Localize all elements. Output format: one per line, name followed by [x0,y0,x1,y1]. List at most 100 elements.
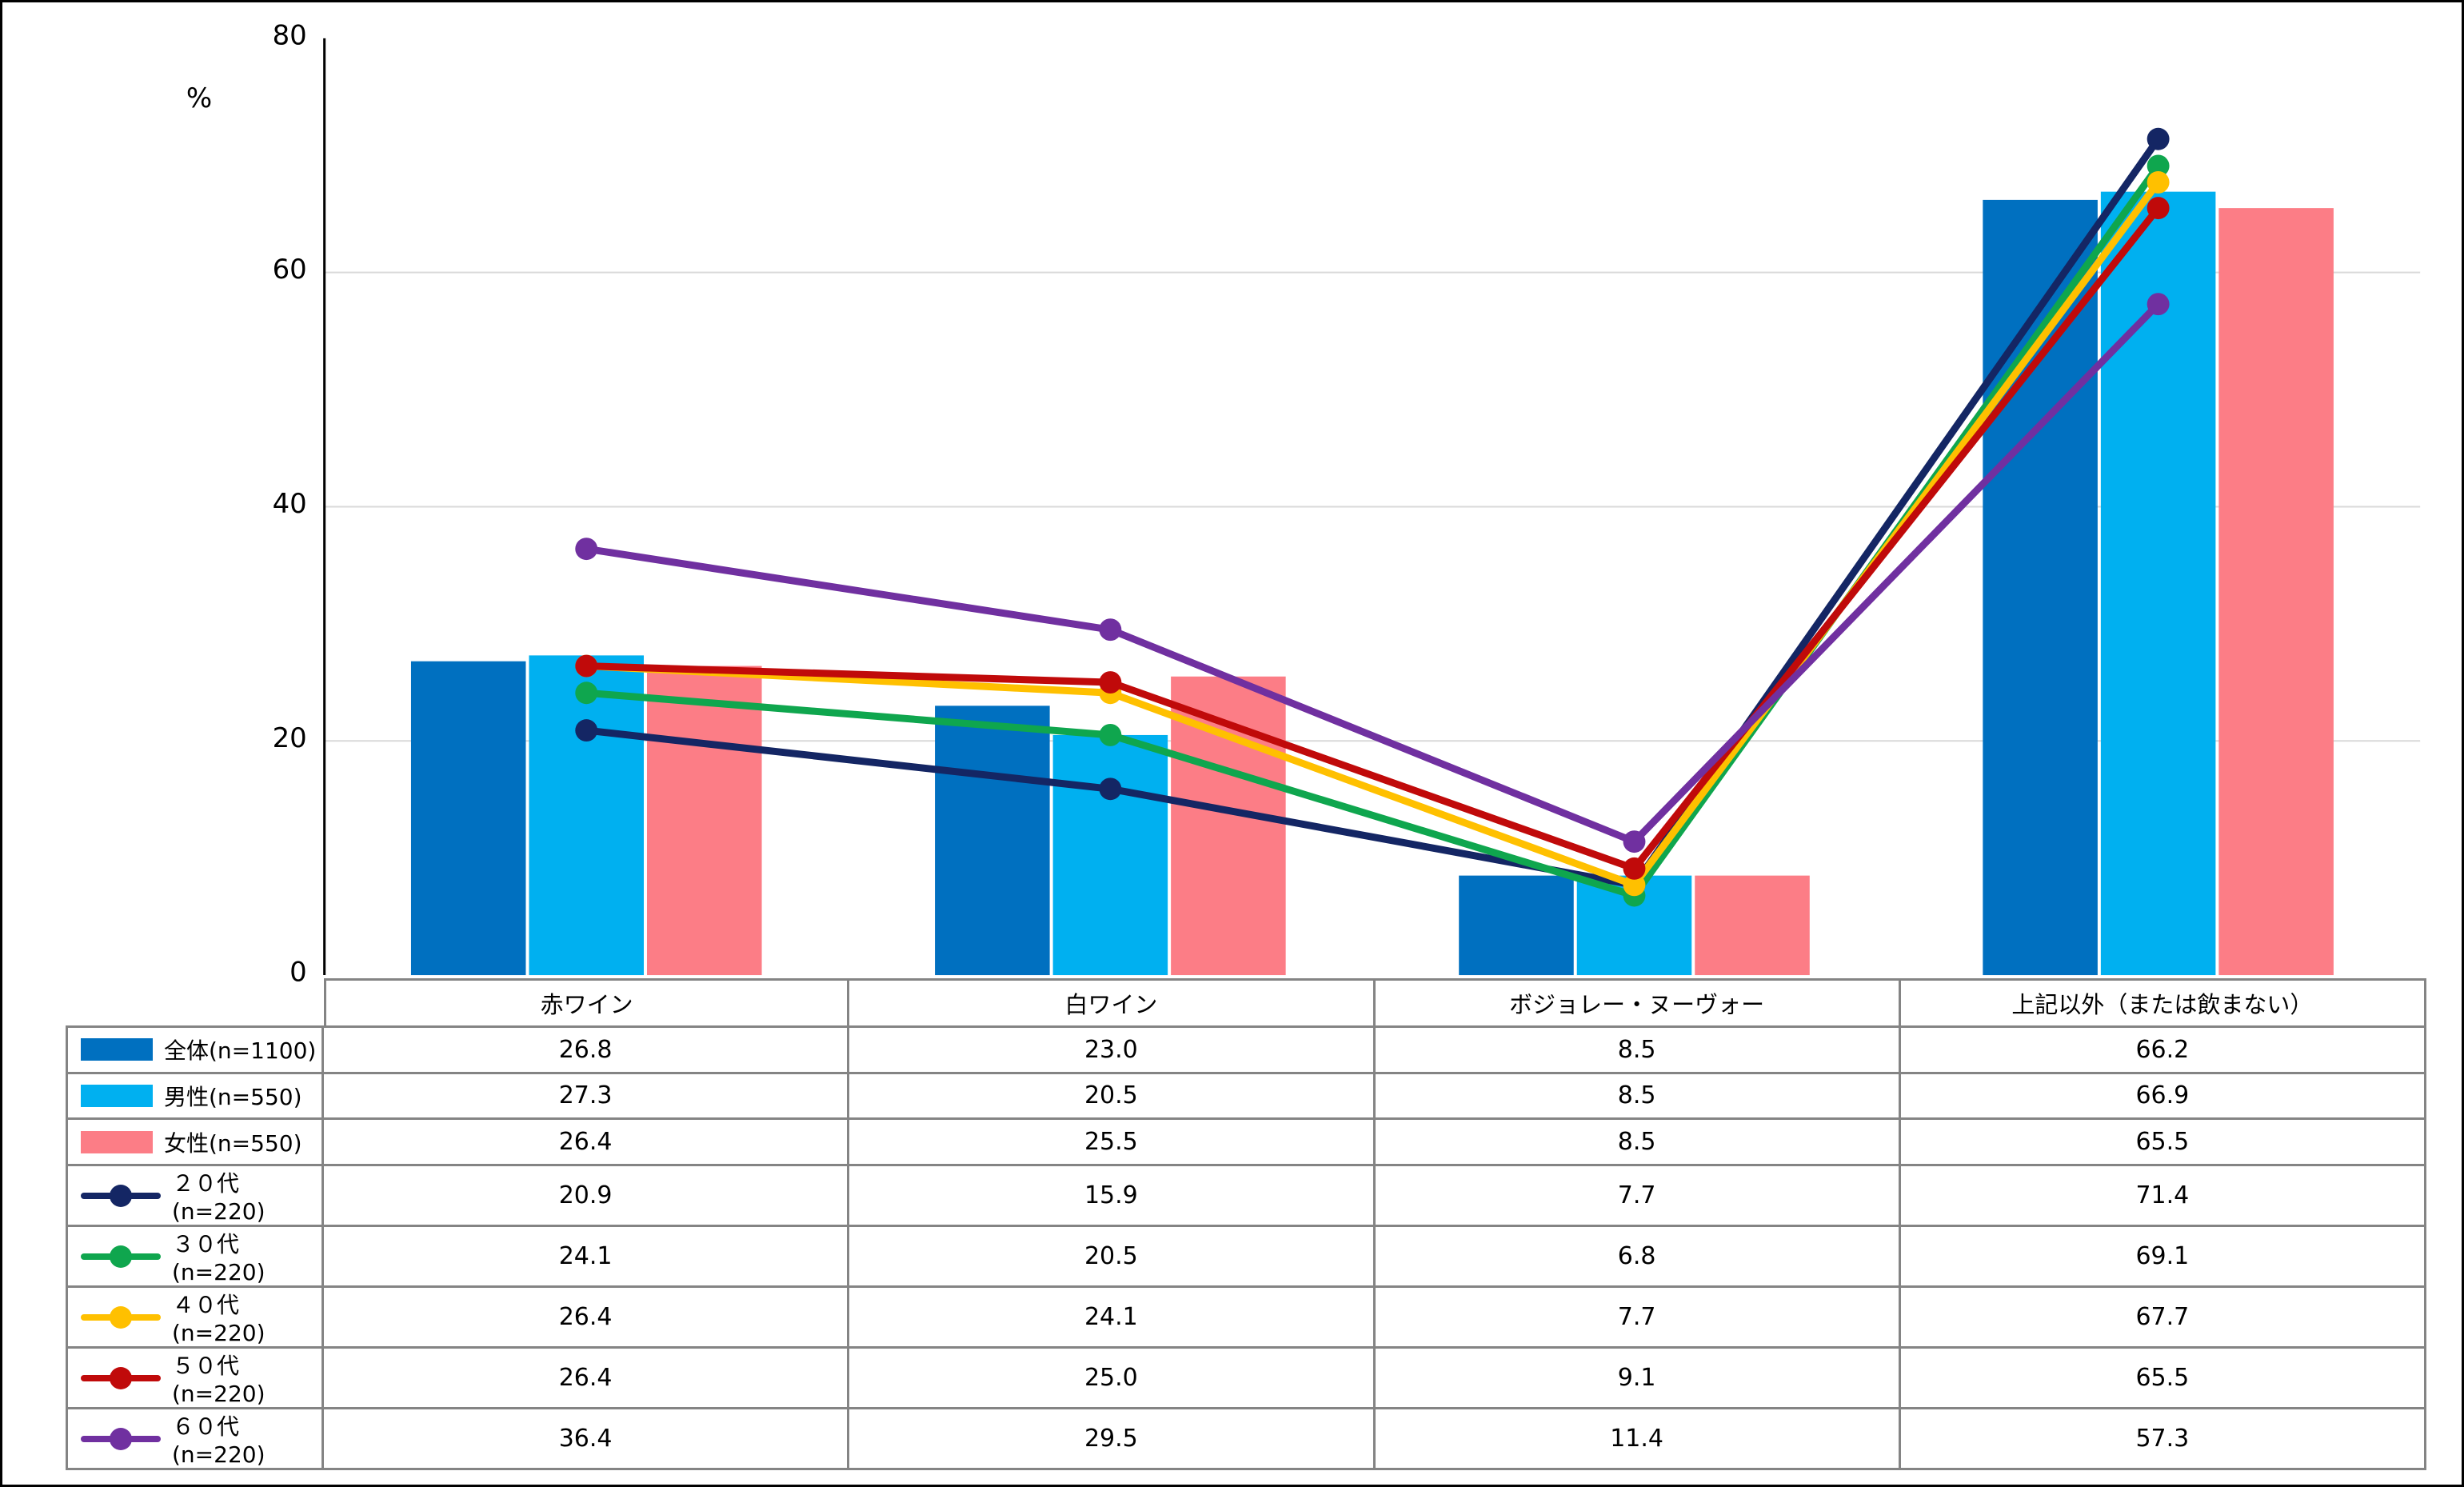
value-cell-row2-cat0: 26.4 [324,1120,850,1166]
legend-cell-row4: ３０代(n=220) [66,1227,324,1288]
value-cell-row7-cat3: 57.3 [1900,1409,2426,1470]
value-cell-row7-cat1: 29.5 [849,1409,1376,1470]
value-cell-row6-cat0: 26.4 [324,1349,850,1409]
value-cell-row4-cat2: 6.8 [1375,1227,1901,1288]
line-series2 [586,180,2162,889]
legend-dot [110,1305,132,1329]
bar-series0-cat2 [1459,875,1574,976]
value-cell-row5-cat0: 26.4 [324,1288,850,1349]
legend-cell-row5: ４０代(n=220) [66,1288,324,1349]
value-cell-row0-cat3: 66.2 [1900,1028,2426,1074]
value-cell-row5-cat3: 67.7 [1900,1288,2426,1349]
value-cell-row7-cat2: 11.4 [1375,1409,1901,1470]
bar-series2-cat2 [1695,875,1810,976]
value-cell-row4-cat3: 69.1 [1900,1227,2426,1288]
bar-series1-cat1 [1052,734,1168,976]
value-cell-row3-cat0: 20.9 [324,1166,850,1227]
marker-series3-cat0 [575,654,598,678]
value-cell-row4-cat0: 24.1 [324,1227,850,1288]
legend-label: 全体(n=1100) [164,1037,317,1065]
marker-series4-cat1 [1099,618,1122,642]
line-series4 [585,302,2161,846]
marker-series3-cat1 [1099,671,1122,694]
value-cell-row7-cat0: 36.4 [324,1409,850,1470]
bar-series1-cat0 [529,655,645,976]
legend-label: ２０代(n=220) [172,1170,266,1225]
bar-series2-cat3 [2218,208,2334,976]
line-series0 [585,137,2162,889]
value-cell-row5-cat2: 7.7 [1375,1288,1901,1349]
legend-dot [110,1184,132,1207]
legend-label: ６０代(n=220) [172,1413,266,1468]
value-cell-row1-cat2: 8.5 [1375,1073,1901,1121]
legend-label: ４０代(n=220) [172,1292,266,1346]
legend-line-swatch [81,1245,161,1269]
marker-series3-cat3 [2147,197,2170,220]
legend-cell-row1: 男性(n=550) [66,1073,324,1121]
legend-dot [110,1366,132,1389]
value-cell-row1-cat0: 27.3 [324,1073,850,1121]
value-cell-row3-cat1: 15.9 [849,1166,1376,1227]
marker-series1-cat1 [1099,723,1122,746]
legend-line-swatch [81,1184,161,1208]
value-cell-row2-cat2: 8.5 [1375,1120,1901,1166]
y-axis-unit-label: % [186,82,213,114]
category-header-2: ボジョレー・ヌーヴォー [1375,978,1901,1028]
legend-cell-row3: ２０代(n=220) [66,1166,324,1227]
value-cell-row0-cat2: 8.5 [1375,1028,1901,1074]
table-corner-cell [66,978,324,1028]
marker-series1-cat3 [2147,154,2170,178]
value-cell-row0-cat1: 23.0 [849,1028,1376,1074]
category-header-3: 上記以外（または飲まない） [1900,978,2426,1028]
legend-cell-row2: 女性(n=550) [66,1120,324,1166]
bar-series1-cat3 [2100,191,2216,976]
marker-series0-cat1 [1099,777,1122,801]
bar-series0-cat1 [935,706,1050,976]
legend-dot [110,1245,132,1268]
value-cell-row4-cat1: 20.5 [849,1227,1376,1288]
legend-bar-swatch [81,1038,153,1061]
value-cell-row3-cat2: 7.7 [1375,1166,1901,1227]
legend-cell-row0: 全体(n=1100) [66,1028,324,1074]
marker-series4-cat0 [575,538,598,561]
value-cell-row6-cat1: 25.0 [849,1349,1376,1409]
legend-dot [110,1427,132,1450]
marker-series4-cat2 [1623,830,1646,853]
legend-bar-swatch [81,1084,153,1107]
value-cell-row2-cat1: 25.5 [849,1120,1376,1166]
category-header-0: 赤ワイン [324,978,850,1028]
category-header-1: 白ワイン [849,978,1376,1028]
bar-series0-cat3 [1983,199,2098,976]
value-cell-row2-cat3: 65.5 [1900,1120,2426,1166]
marker-series3-cat2 [1623,857,1646,880]
value-cell-row1-cat3: 66.9 [1900,1073,2426,1121]
y-tick-label-0: 0 [290,957,307,988]
legend-label: 男性(n=550) [164,1083,302,1110]
legend-cell-row7: ６０代(n=220) [66,1409,324,1470]
value-cell-row5-cat1: 24.1 [849,1288,1376,1349]
value-cell-row3-cat3: 71.4 [1900,1166,2426,1227]
legend-label: ５０代(n=220) [172,1353,266,1407]
marker-series1-cat0 [575,682,598,705]
line-series3 [586,206,2162,873]
legend-label: ３０代(n=220) [172,1231,266,1285]
value-cell-row0-cat0: 26.8 [324,1028,850,1074]
y-tick-label-40: 40 [273,488,307,519]
marker-series4-cat3 [2147,293,2170,316]
data-table: 赤ワイン 白ワイン ボジョレー・ヌーヴォー 上記以外（または飲まない） 全体(n=110… [66,978,2426,1470]
value-cell-row1-cat1: 20.5 [849,1073,1376,1121]
legend-cell-row6: ５０代(n=220) [66,1349,324,1409]
bar-series2-cat0 [646,666,762,976]
bar-series0-cat0 [410,661,526,976]
marker-series0-cat3 [2147,127,2170,150]
y-tick-label-20: 20 [273,722,307,753]
value-cell-row6-cat2: 9.1 [1375,1349,1901,1409]
marker-series2-cat2 [1623,873,1646,897]
y-tick-label-60: 60 [273,254,307,285]
y-tick-label-80: 80 [273,19,307,50]
legend-label: 女性(n=550) [164,1129,302,1157]
legend-line-swatch [81,1366,161,1390]
legend-bar-swatch [81,1130,153,1153]
